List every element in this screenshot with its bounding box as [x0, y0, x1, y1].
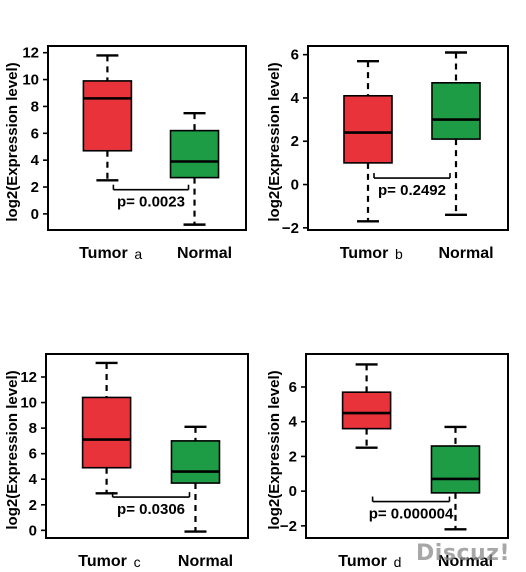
y-tick-label: 6 — [291, 47, 299, 64]
panel-letter-label: d — [394, 554, 402, 570]
discuz-watermark-logo: Discuz! — [416, 541, 510, 566]
plot-frame — [307, 45, 509, 231]
x-category-label: Normal — [438, 553, 493, 570]
plot-frame — [305, 353, 509, 539]
y-tick-label: 12 — [20, 369, 37, 386]
normal-box — [170, 440, 221, 484]
y-tick-label: 2 — [31, 179, 39, 196]
y-tick-label: 0 — [289, 483, 297, 500]
panel-b: −2 0 2 4 6 log2(Expression level) p= 0.2492 Tum… — [266, 45, 509, 262]
p-value-label: p= 0.2492 — [378, 182, 446, 199]
tumor-box — [343, 94, 393, 164]
y-tick-label: −2 — [282, 220, 299, 237]
panel-letter-label: c — [134, 554, 141, 570]
tumor-box — [341, 391, 392, 430]
y-tick-label: 6 — [31, 125, 39, 142]
y-tick-label: 0 — [29, 522, 37, 539]
y-axis-label: log2(Expression level) — [266, 62, 283, 221]
normal-box — [430, 445, 481, 494]
y-tick-label: 2 — [291, 133, 299, 150]
panel-letter-label: a — [134, 246, 142, 262]
x-category-label: Tumor — [79, 245, 128, 262]
tumor-box — [81, 396, 132, 469]
y-tick-label: 12 — [22, 45, 39, 62]
panel-d: −2 0 2 4 6 log2(Expression level) p= 0.000004 T… — [266, 353, 509, 570]
y-tick-label: 6 — [289, 379, 297, 396]
p-value-label: p= 0.000004 — [369, 506, 454, 523]
x-category-label: Tumor — [340, 245, 389, 262]
plot-frame — [45, 353, 249, 539]
y-tick-label: 2 — [289, 448, 297, 465]
x-category-label: Normal — [177, 245, 232, 262]
y-tick-label: 4 — [291, 90, 300, 107]
y-tick-label: 8 — [29, 420, 37, 437]
y-tick-label: 6 — [29, 446, 37, 463]
y-axis-label: log2(Expression level) — [4, 370, 21, 529]
plot-frame — [47, 45, 247, 231]
y-axis-label: log2(Expression level) — [4, 62, 21, 221]
y-tick-label: 10 — [22, 72, 39, 89]
x-category-label: Normal — [178, 553, 233, 570]
y-axis-label: log2(Expression level) — [266, 370, 283, 529]
y-tick-label: 4 — [29, 471, 38, 488]
x-category-label: Tumor — [338, 553, 387, 570]
p-value-label: p= 0.0306 — [117, 501, 185, 518]
tumor-box — [82, 80, 133, 152]
x-category-label: Tumor — [78, 553, 127, 570]
y-tick-label: 2 — [29, 497, 37, 514]
y-tick-label: 0 — [291, 177, 299, 194]
p-value-label: p= 0.0023 — [117, 194, 185, 211]
y-tick-label: 4 — [289, 414, 298, 431]
normal-box — [169, 129, 220, 179]
y-tick-label: 10 — [20, 395, 37, 412]
panel-letter-label: b — [395, 246, 403, 262]
normal-box — [431, 82, 481, 140]
y-tick-label: 0 — [31, 206, 39, 223]
x-category-label: Normal — [438, 245, 493, 262]
y-tick-label: 4 — [31, 152, 40, 169]
y-tick-label: 8 — [31, 98, 39, 115]
y-tick-label: −2 — [280, 518, 297, 535]
